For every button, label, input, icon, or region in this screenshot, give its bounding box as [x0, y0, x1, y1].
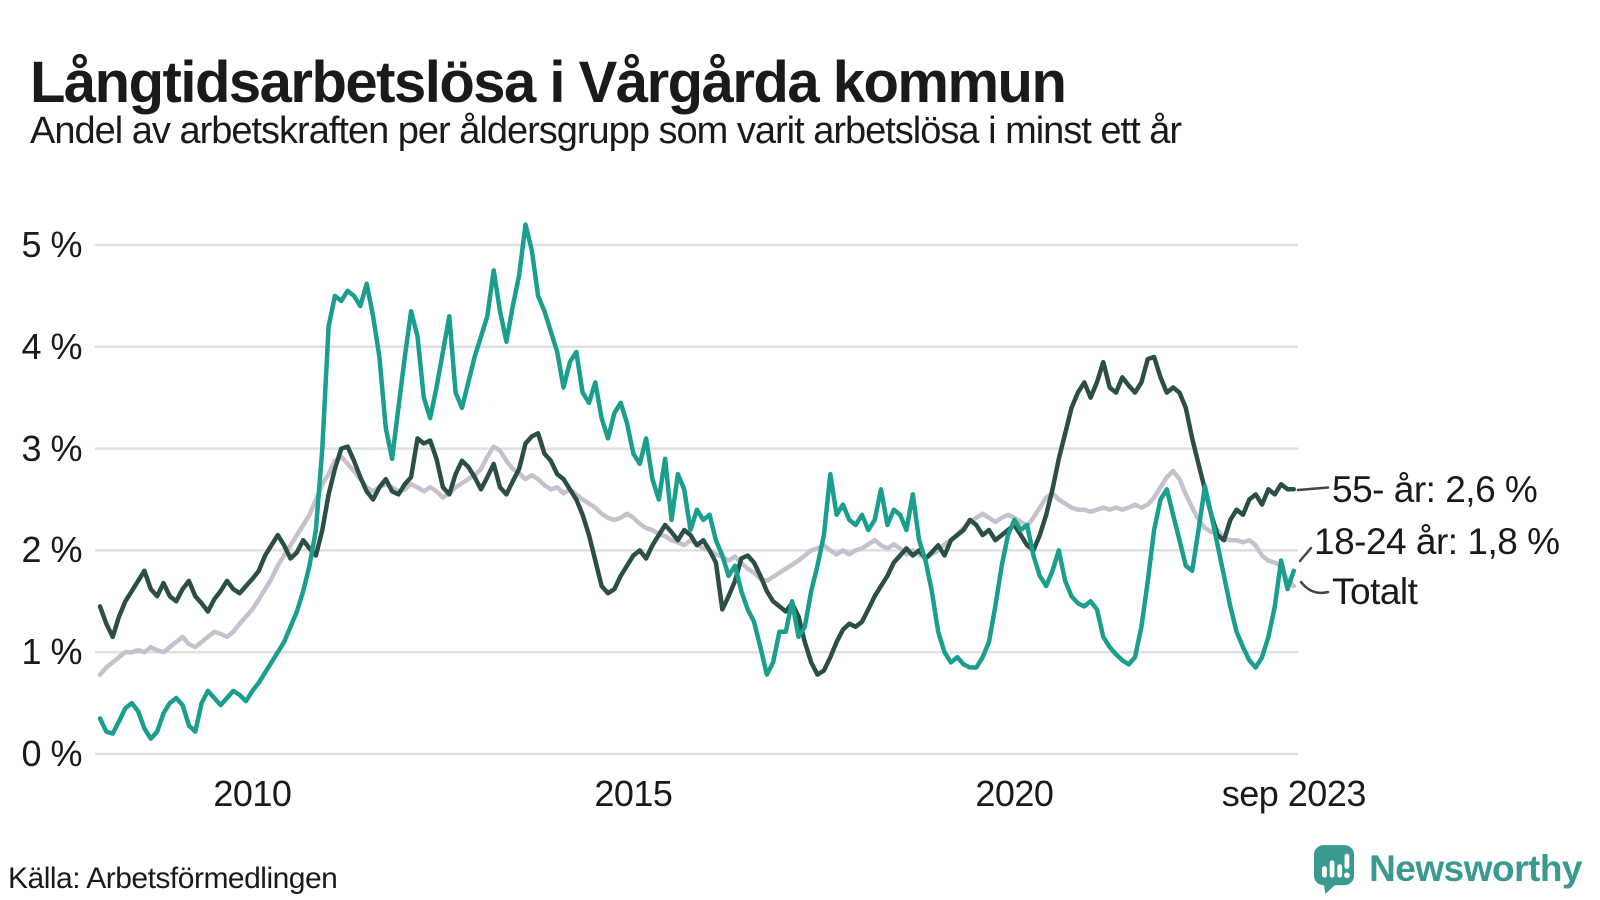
y-axis-label-0: 0 % — [21, 733, 82, 774]
leader-totalt — [1299, 580, 1330, 595]
series-end-label-totalt: Totalt — [1332, 571, 1418, 612]
y-axis-label-2: 2 % — [21, 529, 82, 571]
leader-55 — [1296, 486, 1330, 492]
series-line-18-24-r — [97, 222, 1297, 741]
leader-18-24 — [1298, 546, 1313, 563]
chart-title: Långtidsarbetslösa i Vårgårda kommun — [30, 49, 1067, 115]
series-end-label-55: 55- år: 2,6 % — [1332, 469, 1538, 510]
y-axis-label-4: 4 % — [21, 325, 82, 367]
newsworthy-wordmark: Newsworthy — [1369, 848, 1582, 889]
chart-subtitle: Andel av arbetskraften per åldersgrupp s… — [30, 110, 1182, 152]
series-line-totalt — [97, 444, 1297, 677]
x-axis-label-2010: 2010 — [213, 773, 292, 814]
newsworthy-speech-bubble-icon — [1313, 844, 1355, 894]
series-line-55-r — [97, 354, 1297, 677]
x-axis-label-2015: 2015 — [594, 773, 673, 814]
y-axis-label-3: 3 % — [21, 427, 82, 469]
y-axis-label-1: 1 % — [21, 631, 82, 673]
x-axis-label-2020: 2020 — [975, 773, 1054, 814]
series-end-label-18-24: 18-24 år: 1,8 % — [1314, 521, 1560, 562]
newsworthy-logo[interactable]: Newsworthy — [1313, 844, 1582, 894]
source-note: Källa: Arbetsförmedlingen — [8, 862, 338, 895]
y-axis-label-5: 5 % — [21, 224, 82, 265]
x-axis-label-sep-2023: sep 2023 — [1221, 773, 1367, 814]
